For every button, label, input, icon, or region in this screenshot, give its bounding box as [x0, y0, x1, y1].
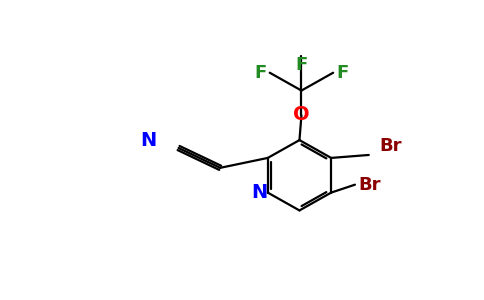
Text: O: O [293, 105, 310, 124]
Text: N: N [141, 130, 157, 150]
Text: F: F [295, 56, 307, 74]
Text: F: F [336, 64, 348, 82]
Text: F: F [255, 64, 267, 82]
Text: N: N [252, 183, 268, 202]
Text: Br: Br [358, 176, 380, 194]
Text: Br: Br [380, 137, 402, 155]
